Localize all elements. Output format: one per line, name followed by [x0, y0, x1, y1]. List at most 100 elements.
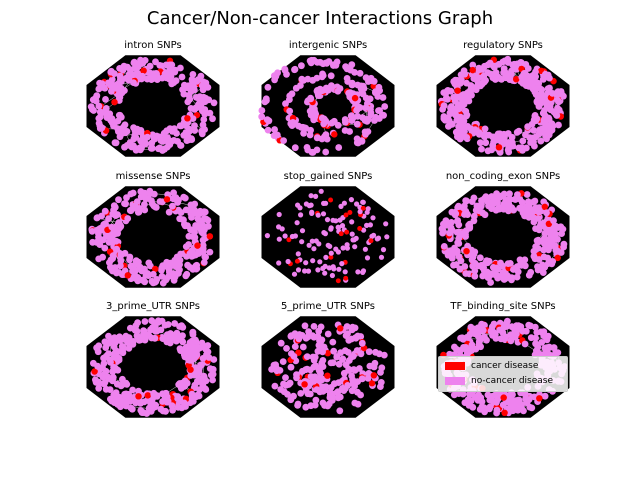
no-cancer-node [462, 270, 469, 277]
no-cancer-node [311, 323, 318, 330]
no-cancer-node [342, 201, 347, 206]
no-cancer-node [196, 217, 203, 224]
no-cancer-node [198, 361, 205, 368]
no-cancer-node [182, 353, 189, 360]
no-cancer-node [127, 325, 134, 332]
no-cancer-node [349, 197, 354, 202]
cancer-node [145, 392, 151, 398]
no-cancer-node [113, 139, 120, 146]
no-cancer-node [194, 78, 201, 85]
no-cancer-node [450, 262, 457, 269]
no-cancer-node [166, 269, 173, 276]
no-cancer-node [471, 213, 478, 220]
no-cancer-node [286, 259, 291, 264]
no-cancer-node [350, 366, 357, 373]
no-cancer-node [507, 260, 514, 267]
no-cancer-node [541, 116, 548, 123]
legend-swatch-no-cancer [445, 377, 465, 385]
no-cancer-node [291, 353, 298, 360]
panel-title-tf-binding-site: TF_binding_site SNPs [413, 301, 593, 312]
cancer-node [454, 87, 460, 93]
no-cancer-node [130, 338, 137, 345]
no-cancer-node [348, 117, 355, 124]
legend-item-no-cancer: no-cancer disease [445, 375, 553, 387]
cancer-node [542, 204, 548, 210]
no-cancer-node [166, 209, 173, 216]
no-cancer-node [452, 77, 459, 84]
cancer-node [111, 99, 117, 105]
no-cancer-node [308, 373, 315, 380]
cancer-node [184, 115, 190, 121]
no-cancer-node [175, 396, 182, 403]
no-cancer-node [210, 366, 217, 373]
no-cancer-node [95, 348, 102, 355]
no-cancer-node [131, 272, 138, 279]
no-cancer-node [544, 255, 551, 262]
no-cancer-node [372, 349, 379, 356]
no-cancer-node [548, 240, 555, 247]
no-cancer-node [117, 94, 124, 101]
no-cancer-node [501, 201, 508, 208]
no-cancer-node [157, 198, 164, 205]
no-cancer-node [482, 211, 489, 218]
cancer-node [463, 248, 469, 254]
no-cancer-node [161, 262, 168, 269]
no-cancer-node [468, 125, 475, 132]
no-cancer-node [277, 367, 284, 374]
no-cancer-node [500, 402, 507, 409]
no-cancer-node [542, 393, 549, 400]
no-cancer-node [272, 383, 279, 390]
no-cancer-node [381, 247, 386, 252]
graph-panel [437, 55, 570, 157]
no-cancer-node [175, 404, 182, 411]
no-cancer-node [137, 264, 144, 271]
cancer-node [331, 131, 337, 137]
no-cancer-node [265, 127, 272, 134]
no-cancer-node [137, 188, 144, 195]
no-cancer-node [463, 134, 470, 141]
no-cancer-node [310, 258, 315, 263]
no-cancer-node [193, 262, 200, 269]
no-cancer-node [194, 378, 201, 385]
no-cancer-node [445, 123, 452, 130]
no-cancer-node [321, 133, 328, 140]
no-cancer-node [536, 227, 543, 234]
no-cancer-node [354, 236, 359, 241]
no-cancer-node [196, 210, 203, 217]
no-cancer-node [109, 268, 116, 275]
no-cancer-node [345, 242, 350, 247]
no-cancer-node [469, 198, 476, 205]
no-cancer-node [322, 271, 327, 276]
no-cancer-node [384, 234, 389, 239]
no-cancer-node [150, 279, 157, 286]
no-cancer-node [152, 58, 159, 65]
no-cancer-node [178, 209, 185, 216]
no-cancer-node [115, 196, 122, 203]
no-cancer-node [107, 376, 114, 383]
no-cancer-node [457, 266, 464, 273]
no-cancer-node [148, 145, 155, 152]
cancer-node [337, 325, 343, 331]
no-cancer-node [289, 90, 296, 97]
no-cancer-node [361, 268, 366, 273]
no-cancer-node [144, 134, 151, 141]
cancer-node [194, 242, 200, 248]
no-cancer-node [304, 366, 311, 373]
no-cancer-node [531, 206, 538, 213]
no-cancer-node [328, 384, 335, 391]
no-cancer-node [375, 107, 382, 114]
no-cancer-node [288, 332, 295, 339]
no-cancer-node [363, 247, 368, 252]
no-cancer-node [369, 234, 374, 239]
no-cancer-node [526, 272, 533, 279]
no-cancer-node [186, 207, 193, 214]
no-cancer-node [307, 243, 312, 248]
no-cancer-node [130, 79, 137, 86]
no-cancer-node [142, 140, 149, 147]
no-cancer-node [152, 323, 159, 330]
no-cancer-node [363, 74, 370, 81]
no-cancer-node [121, 336, 128, 343]
no-cancer-node [381, 352, 388, 359]
cancer-node [207, 233, 213, 239]
